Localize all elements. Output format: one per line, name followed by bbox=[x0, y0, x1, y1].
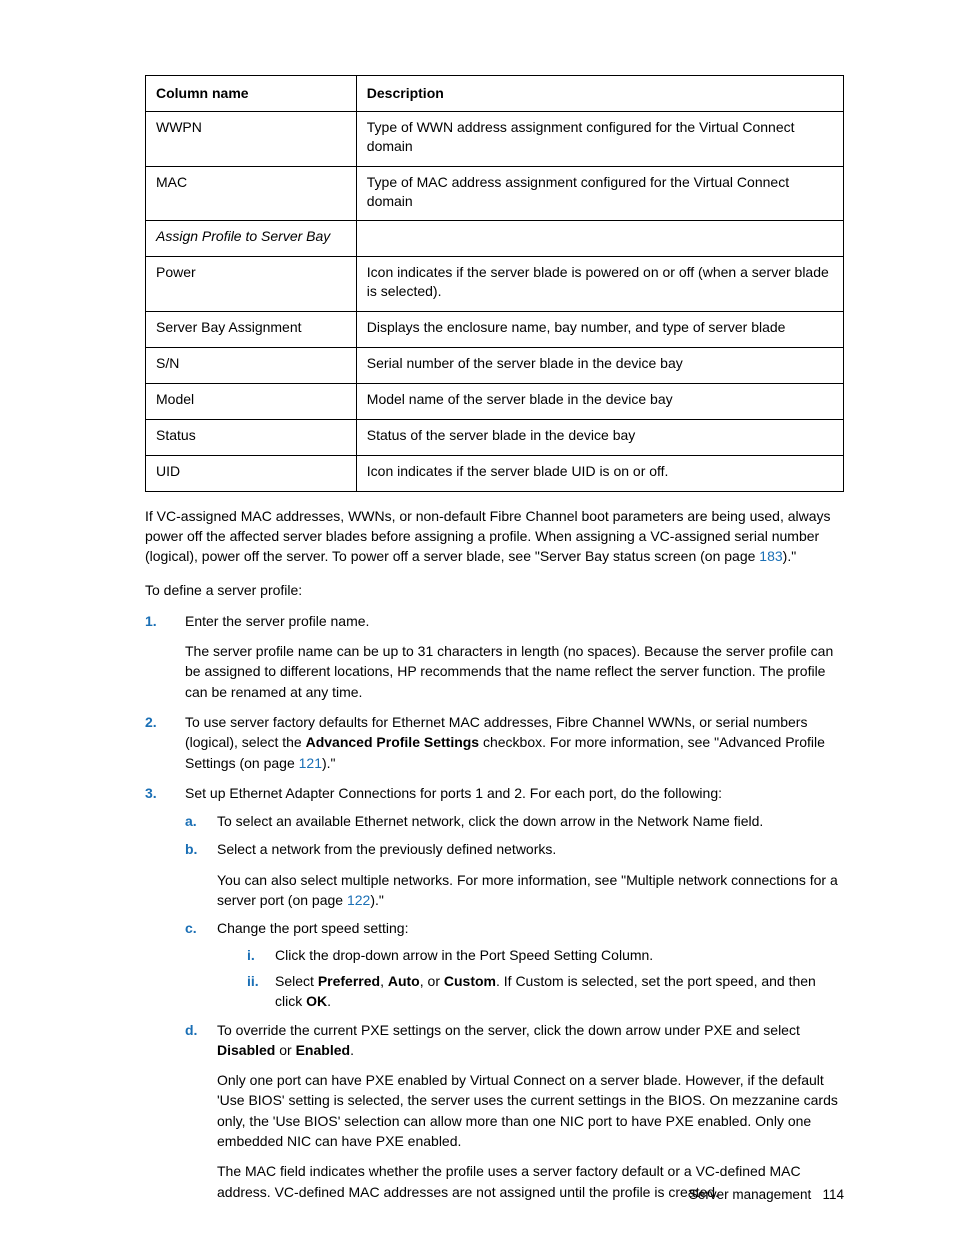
bold-auto: Auto bbox=[388, 973, 420, 989]
roman-text: , bbox=[380, 973, 388, 989]
substep-sub-paragraph: You can also select multiple networks. F… bbox=[217, 870, 844, 911]
footer-section: Server management bbox=[689, 1187, 811, 1202]
table-row: Power Icon indicates if the server blade… bbox=[146, 257, 844, 312]
cell-name: UID bbox=[146, 455, 357, 491]
substep-a: a. To select an available Ethernet netwo… bbox=[185, 811, 844, 831]
table-row: S/N Serial number of the server blade in… bbox=[146, 348, 844, 384]
cell-desc: Status of the server blade in the device… bbox=[356, 419, 843, 455]
substep-mark: d. bbox=[185, 1020, 197, 1040]
numbered-steps: 1. Enter the server profile name. The se… bbox=[145, 611, 844, 1202]
substep-sub-paragraph: Only one port can have PXE enabled by Vi… bbox=[217, 1070, 844, 1151]
substep-text: To select an available Ethernet network,… bbox=[217, 813, 763, 829]
table-row: UID Icon indicates if the server blade U… bbox=[146, 455, 844, 491]
cell-desc: Icon indicates if the server blade is po… bbox=[356, 257, 843, 312]
cell-desc bbox=[356, 221, 843, 257]
cell-desc: Type of MAC address assignment configure… bbox=[356, 166, 843, 221]
cell-desc: Type of WWN address assignment configure… bbox=[356, 111, 843, 166]
step-sub-paragraph: The server profile name can be up to 31 … bbox=[185, 641, 844, 702]
cell-name: Model bbox=[146, 383, 357, 419]
table-row: WWPN Type of WWN address assignment conf… bbox=[146, 111, 844, 166]
substep-text: To override the current PXE settings on … bbox=[217, 1022, 800, 1038]
cell-name: S/N bbox=[146, 348, 357, 384]
para-text: )." bbox=[783, 548, 797, 564]
cell-desc: Model name of the server blade in the de… bbox=[356, 383, 843, 419]
table-row: Model Model name of the server blade in … bbox=[146, 383, 844, 419]
roman-steps: i. Click the drop-down arrow in the Port… bbox=[247, 945, 844, 1012]
bold-disabled: Disabled bbox=[217, 1042, 275, 1058]
substep-text: Select a network from the previously def… bbox=[217, 841, 556, 857]
substep-c: c. Change the port speed setting: i. Cli… bbox=[185, 918, 844, 1011]
cell-desc: Icon indicates if the server blade UID i… bbox=[356, 455, 843, 491]
bold-custom: Custom bbox=[444, 973, 496, 989]
cell-name: Status bbox=[146, 419, 357, 455]
step-text: Set up Ethernet Adapter Connections for … bbox=[185, 785, 722, 801]
roman-mark: i. bbox=[247, 945, 255, 965]
roman-text: . bbox=[327, 993, 331, 1009]
bold-enabled: Enabled bbox=[296, 1042, 350, 1058]
table-header-column-name: Column name bbox=[146, 76, 357, 112]
roman-step-ii: ii. Select Preferred, Auto, or Custom. I… bbox=[247, 971, 844, 1012]
page-link-122[interactable]: 122 bbox=[347, 892, 370, 908]
roman-mark: ii. bbox=[247, 971, 259, 991]
table-row: Assign Profile to Server Bay bbox=[146, 221, 844, 257]
step-number: 1. bbox=[145, 611, 175, 631]
table-row: Server Bay Assignment Displays the enclo… bbox=[146, 312, 844, 348]
table-header-description: Description bbox=[356, 76, 843, 112]
step-1: 1. Enter the server profile name. The se… bbox=[145, 611, 844, 702]
footer-page-number: 114 bbox=[822, 1187, 844, 1202]
cell-desc: Serial number of the server blade in the… bbox=[356, 348, 843, 384]
substep-mark: a. bbox=[185, 811, 197, 831]
cell-name: MAC bbox=[146, 166, 357, 221]
substep-text: or bbox=[275, 1042, 295, 1058]
step-text: Enter the server profile name. bbox=[185, 613, 369, 629]
column-description-table: Column name Description WWPN Type of WWN… bbox=[145, 75, 844, 492]
sub-steps: a. To select an available Ethernet netwo… bbox=[185, 811, 844, 1202]
body-paragraph: To define a server profile: bbox=[145, 580, 844, 600]
para-text: You can also select multiple networks. F… bbox=[217, 872, 838, 908]
page-footer: Server management 114 bbox=[689, 1187, 844, 1202]
substep-mark: c. bbox=[185, 918, 197, 938]
roman-text: Select bbox=[275, 973, 318, 989]
cell-name: Assign Profile to Server Bay bbox=[146, 221, 357, 257]
cell-desc: Displays the enclosure name, bay number,… bbox=[356, 312, 843, 348]
bold-ok: OK bbox=[306, 993, 327, 1009]
table-row: Status Status of the server blade in the… bbox=[146, 419, 844, 455]
roman-text: , or bbox=[420, 973, 444, 989]
cell-name: Server Bay Assignment bbox=[146, 312, 357, 348]
substep-b: b. Select a network from the previously … bbox=[185, 839, 844, 910]
step-text: )." bbox=[322, 755, 336, 771]
substep-d: d. To override the current PXE settings … bbox=[185, 1020, 844, 1202]
substep-text: Change the port speed setting: bbox=[217, 920, 408, 936]
substep-mark: b. bbox=[185, 839, 197, 859]
page-link-183[interactable]: 183 bbox=[759, 548, 782, 564]
step-3: 3. Set up Ethernet Adapter Connections f… bbox=[145, 783, 844, 1202]
step-2: 2. To use server factory defaults for Et… bbox=[145, 712, 844, 773]
substep-text: . bbox=[350, 1042, 354, 1058]
page-link-121[interactable]: 121 bbox=[299, 755, 322, 771]
cell-name: WWPN bbox=[146, 111, 357, 166]
body-paragraph: If VC-assigned MAC addresses, WWNs, or n… bbox=[145, 506, 844, 567]
para-text: If VC-assigned MAC addresses, WWNs, or n… bbox=[145, 508, 831, 565]
step-number: 2. bbox=[145, 712, 175, 732]
document-page: Column name Description WWPN Type of WWN… bbox=[0, 0, 954, 1242]
bold-advanced-profile-settings: Advanced Profile Settings bbox=[306, 734, 479, 750]
step-number: 3. bbox=[145, 783, 175, 803]
roman-text: Click the drop-down arrow in the Port Sp… bbox=[275, 947, 653, 963]
cell-name: Power bbox=[146, 257, 357, 312]
para-text: )." bbox=[370, 892, 384, 908]
bold-preferred: Preferred bbox=[318, 973, 380, 989]
roman-step-i: i. Click the drop-down arrow in the Port… bbox=[247, 945, 844, 965]
table-row: MAC Type of MAC address assignment confi… bbox=[146, 166, 844, 221]
